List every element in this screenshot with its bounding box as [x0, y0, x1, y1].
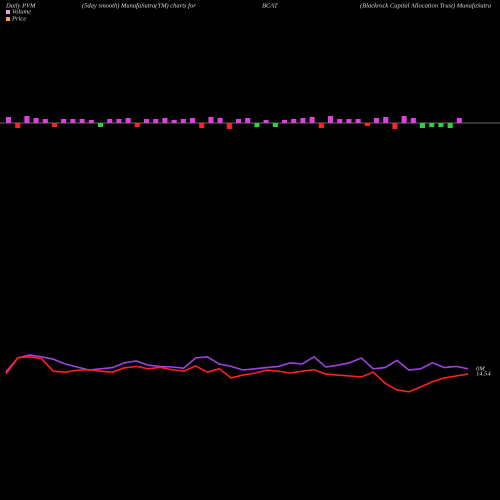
pvm-bar	[337, 119, 343, 123]
pvm-bar	[456, 118, 462, 123]
pvm-bar	[153, 119, 159, 123]
pvm-bar	[162, 118, 168, 123]
pvm-bar	[309, 117, 315, 123]
pvm-bar	[226, 123, 232, 129]
pvm-bar	[70, 119, 76, 123]
ticker: BCAT	[262, 2, 278, 9]
pvm-bar	[171, 120, 177, 123]
pvm-bar	[245, 118, 251, 123]
pvm-bar	[410, 118, 416, 123]
pvm-bar	[52, 123, 58, 127]
end-label: 14.54	[476, 371, 491, 378]
pvm-bar	[24, 116, 30, 123]
pvm-bar	[420, 123, 426, 128]
pvm-bar	[346, 119, 352, 123]
company: (Blackrock Capital Allocation Trust) Mun…	[360, 2, 491, 9]
pvm-bar	[318, 123, 324, 128]
pvm-bar	[429, 123, 435, 127]
pvm-bar	[300, 118, 306, 123]
pvm-bar	[98, 123, 104, 127]
end-label: 0M	[476, 365, 485, 372]
pvm-bar	[254, 123, 260, 127]
pvm-bar	[116, 119, 122, 123]
pvm-bar	[33, 118, 39, 123]
chart-title: Daily PVM	[5, 2, 36, 9]
series-line	[5, 354, 469, 373]
pvm-bar	[291, 119, 297, 123]
pvm-bar	[134, 123, 140, 127]
legend-label: Price	[11, 15, 26, 22]
chart-subtitle: (5day smooth) MunafaSutra(TM) charts for	[82, 2, 196, 9]
pvm-bar	[236, 119, 242, 123]
pvm-bar	[190, 118, 196, 123]
pvm-bar	[125, 118, 131, 123]
legend-swatch	[6, 10, 10, 14]
pvm-bar	[107, 119, 113, 123]
pvm-bar	[355, 119, 361, 123]
legend-label: Volume	[12, 8, 31, 15]
pvm-bar	[79, 119, 85, 123]
pvm-bar	[217, 118, 223, 123]
pvm-bar	[282, 120, 288, 123]
pvm-bar	[328, 116, 334, 123]
legend-swatch	[6, 17, 10, 21]
pvm-bar	[6, 117, 12, 123]
pvm-bar	[180, 119, 186, 123]
pvm-bar	[438, 123, 444, 127]
pvm-bar	[42, 119, 48, 123]
pvm-bar	[61, 119, 67, 123]
pvm-bar	[88, 120, 94, 123]
pvm-bar	[144, 119, 150, 123]
pvm-bar	[263, 120, 269, 123]
pvm-bar	[374, 118, 380, 123]
pvm-bar	[392, 123, 398, 129]
pvm-bar	[199, 123, 205, 128]
pvm-bar	[208, 117, 214, 123]
pvm-bar	[272, 123, 278, 127]
series-line	[5, 355, 469, 393]
pvm-bar	[15, 123, 21, 128]
pvm-bar	[401, 116, 407, 123]
pvm-bar	[364, 123, 370, 126]
pvm-bar	[383, 117, 389, 123]
pvm-bar	[447, 123, 453, 128]
